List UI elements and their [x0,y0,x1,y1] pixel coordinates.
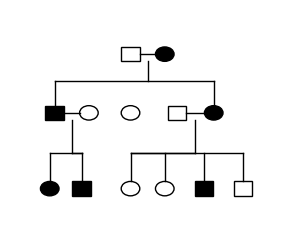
Bar [72,182,91,196]
Circle shape [80,106,98,120]
Circle shape [40,182,59,196]
Circle shape [155,182,174,196]
Circle shape [155,47,174,61]
Bar [195,182,213,196]
Bar [121,47,140,61]
Bar [234,182,252,196]
Circle shape [204,106,223,120]
Bar [45,106,64,120]
Circle shape [121,182,140,196]
Circle shape [121,106,140,120]
Bar [168,106,186,120]
